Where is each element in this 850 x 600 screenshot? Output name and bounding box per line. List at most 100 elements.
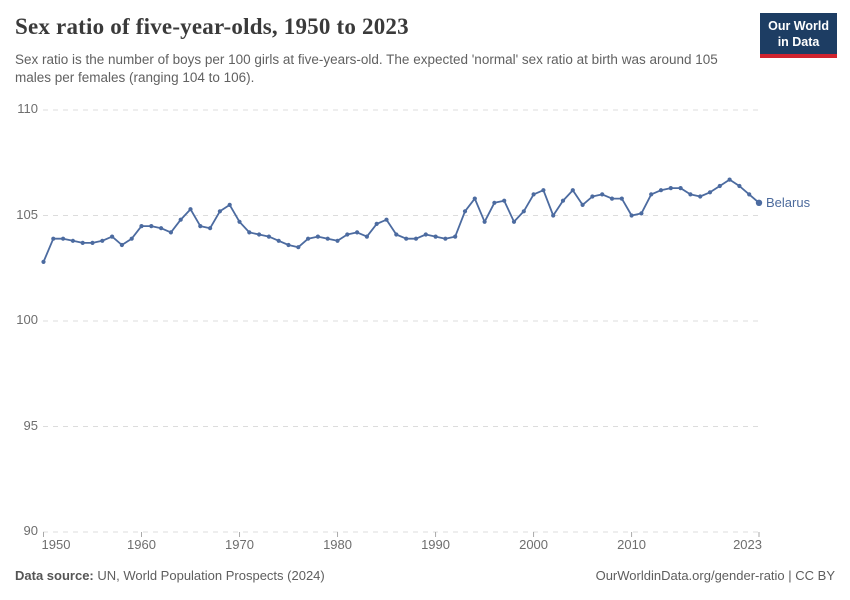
x-axis-tick-label: 1980 [323, 537, 352, 552]
data-point[interactable] [315, 234, 320, 239]
data-point[interactable] [541, 188, 546, 193]
data-point[interactable] [364, 234, 369, 239]
data-point[interactable] [149, 224, 154, 229]
data-point[interactable] [237, 219, 242, 224]
data-point[interactable] [472, 196, 477, 201]
chart-subtitle: Sex ratio is the number of boys per 100 … [15, 52, 718, 85]
data-source-text: UN, World Population Prospects (2024) [93, 568, 325, 583]
data-point[interactable] [51, 236, 56, 241]
data-point[interactable] [521, 209, 526, 214]
data-point[interactable] [755, 199, 763, 206]
data-point[interactable] [178, 217, 183, 222]
y-axis-tick-label: 105 [16, 206, 38, 222]
x-axis-tick-label: 1950 [41, 537, 71, 552]
data-point[interactable] [649, 192, 654, 197]
data-point[interactable] [629, 213, 634, 218]
data-point[interactable] [355, 230, 360, 235]
data-point[interactable] [413, 236, 419, 241]
x-axis-tick-label: 1970 [225, 537, 254, 552]
data-point[interactable] [139, 224, 144, 229]
owid-logo[interactable]: Our World in Data [760, 13, 837, 58]
data-point[interactable] [707, 190, 713, 195]
data-point[interactable] [198, 224, 203, 229]
data-point[interactable] [433, 234, 438, 239]
chart-title: Sex ratio of five-year-olds, 1950 to 202… [15, 14, 409, 39]
y-axis-tick-label: 110 [17, 101, 38, 116]
data-point[interactable] [551, 213, 556, 218]
data-point[interactable] [737, 183, 742, 189]
data-point[interactable] [159, 226, 164, 231]
data-point[interactable] [423, 232, 428, 237]
data-point[interactable] [208, 226, 213, 231]
data-point[interactable] [590, 194, 595, 199]
data-point[interactable] [110, 234, 115, 239]
belarus-line[interactable] [42, 178, 760, 263]
data-point[interactable] [453, 234, 458, 239]
data-point[interactable] [570, 188, 575, 193]
data-point[interactable] [61, 236, 66, 241]
data-point[interactable] [384, 217, 389, 222]
data-point[interactable] [668, 186, 673, 191]
data-point[interactable] [266, 234, 271, 239]
data-point[interactable] [257, 232, 262, 237]
x-axis-tick-label: 2023 [733, 537, 762, 552]
x-axis-tick-label: 2000 [519, 537, 549, 552]
data-point[interactable] [188, 207, 193, 212]
data-point[interactable] [600, 192, 605, 197]
data-point[interactable] [374, 221, 379, 226]
y-axis-tick-label: 90 [23, 523, 38, 538]
owid-logo-line1: Our World [768, 19, 829, 33]
data-point[interactable] [276, 238, 281, 243]
owid-url-license[interactable]: OurWorldinData.org/gender-ratio | CC BY [595, 568, 835, 583]
y-axis-tick-label: 100 [16, 312, 38, 327]
data-point[interactable] [678, 186, 683, 191]
data-source-label: Data source: [15, 568, 94, 583]
data-point[interactable] [560, 198, 566, 203]
x-axis-tick-label: 2010 [617, 537, 647, 552]
data-point[interactable] [688, 192, 693, 197]
data-point[interactable] [747, 192, 752, 197]
data-point[interactable] [511, 219, 517, 224]
x-axis-tick-label: 1990 [421, 537, 450, 552]
data-point[interactable] [296, 245, 301, 250]
data-point[interactable] [639, 211, 644, 216]
data-point[interactable] [286, 242, 291, 248]
data-point[interactable] [698, 194, 703, 199]
chart-footer: Data source: UN, World Population Prospe… [15, 568, 835, 583]
data-point[interactable] [531, 192, 536, 197]
data-point[interactable] [335, 238, 340, 243]
data-point[interactable] [119, 242, 124, 248]
data-point[interactable] [462, 209, 468, 214]
data-point[interactable] [345, 232, 350, 237]
series-label-belarus[interactable]: Belarus [766, 194, 811, 210]
data-point[interactable] [404, 236, 409, 241]
data-point[interactable] [168, 230, 173, 235]
data-point[interactable] [90, 240, 95, 245]
data-point[interactable] [80, 240, 85, 245]
data-point[interactable] [129, 236, 134, 241]
data-point[interactable] [394, 232, 399, 237]
data-point[interactable] [727, 177, 732, 182]
data-point[interactable] [609, 196, 615, 201]
data-point[interactable] [227, 202, 232, 207]
data-point[interactable] [492, 200, 497, 205]
data-point[interactable] [658, 188, 664, 193]
data-point[interactable] [502, 198, 507, 203]
data-source-note: Data source: UN, World Population Prospe… [15, 568, 325, 583]
data-point[interactable] [306, 236, 311, 241]
data-point[interactable] [619, 196, 624, 201]
data-point[interactable] [100, 238, 105, 243]
data-point[interactable] [70, 238, 75, 243]
data-point[interactable] [325, 236, 330, 241]
y-axis-tick-label: 95 [23, 417, 38, 433]
data-point[interactable] [41, 259, 46, 264]
data-point[interactable] [217, 209, 222, 214]
data-point[interactable] [443, 236, 448, 241]
data-point[interactable] [580, 202, 585, 207]
owid-logo-line2: in Data [777, 35, 820, 49]
data-point[interactable] [482, 219, 487, 224]
data-point[interactable] [247, 230, 252, 235]
data-point[interactable] [717, 183, 722, 189]
